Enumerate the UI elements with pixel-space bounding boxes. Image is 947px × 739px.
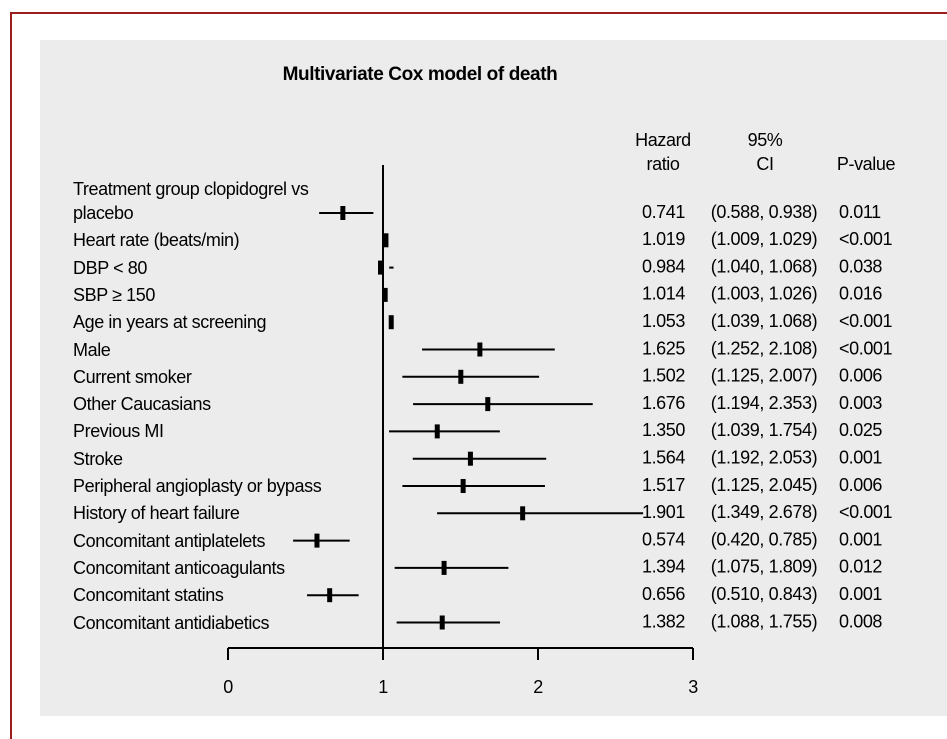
p-value: 0.001: [839, 529, 882, 549]
ci-label: (1.192, 2.053): [711, 447, 817, 467]
hazard-ratio: 1.517: [642, 475, 685, 495]
ci-label: (0.510, 0.843): [711, 584, 817, 604]
row-label: SBP ≥ 150: [73, 284, 156, 305]
row-label: Heart rate (beats/min): [73, 230, 240, 251]
ci-label: (1.039, 1.754): [711, 420, 817, 440]
hazard-ratio: 0.984: [642, 256, 685, 276]
row-label: Other Caucasians: [73, 394, 211, 415]
column-header: P-value: [836, 154, 896, 174]
ci-label: (1.075, 1.809): [711, 557, 817, 577]
p-value: 0.006: [839, 366, 882, 386]
hr-marker: [439, 615, 445, 630]
hr-marker: [388, 315, 394, 330]
row-label: Stroke: [73, 448, 123, 469]
p-value: 0.025: [839, 420, 882, 440]
x-tick-label: 1: [378, 677, 388, 697]
p-value: 0.012: [839, 557, 882, 577]
hr-marker: [378, 260, 384, 275]
hazard-ratio: 1.014: [642, 284, 685, 304]
row-label: Male: [73, 339, 111, 360]
hazard-ratio: 1.382: [642, 611, 685, 631]
ci-label: (1.252, 2.108): [711, 338, 817, 358]
ci-label: (1.003, 1.026): [711, 284, 817, 304]
panel: [40, 40, 947, 716]
p-value: 0.008: [839, 611, 882, 631]
hr-marker: [340, 206, 346, 220]
column-header: Hazard ratio: [635, 130, 691, 174]
row-label: Concomitant antidiabetics: [73, 612, 270, 633]
hazard-ratio: 1.394: [642, 557, 685, 577]
hr-marker: [441, 560, 447, 575]
hazard-ratio: 1.350: [642, 420, 685, 440]
hr-marker: [382, 287, 388, 302]
hazard-ratio: 1.502: [642, 366, 685, 386]
hazard-ratio: 1.676: [642, 393, 685, 413]
ci-label: (1.349, 2.678): [711, 502, 817, 522]
hazard-ratio: 1.901: [642, 502, 685, 522]
p-value: 0.011: [839, 202, 881, 222]
p-value: 0.001: [839, 584, 882, 604]
hr-marker: [460, 479, 466, 493]
hr-marker: [314, 533, 320, 548]
row-label: Previous MI: [73, 421, 164, 442]
hr-marker: [458, 369, 464, 384]
row-label: Age in years at screening: [73, 312, 267, 333]
x-tick-label: 2: [533, 677, 543, 697]
hr-marker: [485, 397, 491, 412]
hazard-ratio: 0.574: [642, 529, 685, 549]
ci-label: (1.125, 2.007): [711, 366, 817, 386]
hr-marker: [520, 506, 526, 521]
hazard-ratio: 0.741: [642, 202, 685, 222]
hazard-ratio: 1.564: [642, 447, 685, 467]
row-label: DBP < 80: [73, 257, 148, 278]
ci-label: (1.125, 2.045): [711, 475, 817, 495]
hr-marker: [434, 424, 440, 439]
p-value: <0.001: [839, 311, 893, 331]
row-label: Concomitant statins: [73, 585, 224, 606]
p-value: 0.003: [839, 393, 882, 413]
row-label: Concomitant antiplatelets: [73, 530, 266, 551]
row-label: Concomitant anticoagulants: [73, 557, 285, 578]
x-tick-label: 3: [688, 677, 698, 697]
hazard-ratio: 1.053: [642, 311, 685, 331]
hazard-ratio: 1.625: [642, 338, 685, 358]
row-label: History of heart failure: [73, 503, 240, 524]
ci-label: (0.588, 0.938): [711, 202, 817, 222]
hr-marker: [327, 588, 333, 603]
p-value: <0.001: [839, 502, 893, 522]
chart-title: Multivariate Cox model of death: [283, 64, 558, 85]
p-value: 0.001: [839, 447, 882, 467]
column-header: 95% CI: [747, 130, 783, 174]
hazard-ratio: 0.656: [642, 584, 685, 604]
p-value: 0.006: [839, 475, 882, 495]
ci-label: (1.088, 1.755): [711, 611, 817, 631]
p-value: 0.038: [839, 256, 882, 276]
row-label: Peripheral angioplasty or bypass: [73, 476, 322, 496]
hr-marker: [383, 233, 389, 248]
ci-label: (1.040, 1.068): [711, 256, 817, 276]
p-value: 0.016: [839, 284, 882, 304]
ci-label: (0.420, 0.785): [711, 529, 817, 549]
p-value: <0.001: [839, 338, 893, 358]
hr-marker: [477, 342, 483, 357]
row-label: Current smoker: [73, 366, 192, 387]
x-tick-label: 0: [223, 677, 233, 697]
ci-label: (1.194, 2.353): [711, 393, 817, 413]
p-value: <0.001: [839, 229, 893, 249]
hazard-ratio: 1.019: [642, 229, 685, 249]
hr-marker: [467, 451, 473, 466]
ci-label: (1.039, 1.068): [711, 311, 817, 331]
row-label: Treatment group clopidogrel vs placebo: [73, 179, 309, 223]
frame: [10, 12, 947, 739]
ci-label: (1.009, 1.029): [711, 229, 817, 249]
